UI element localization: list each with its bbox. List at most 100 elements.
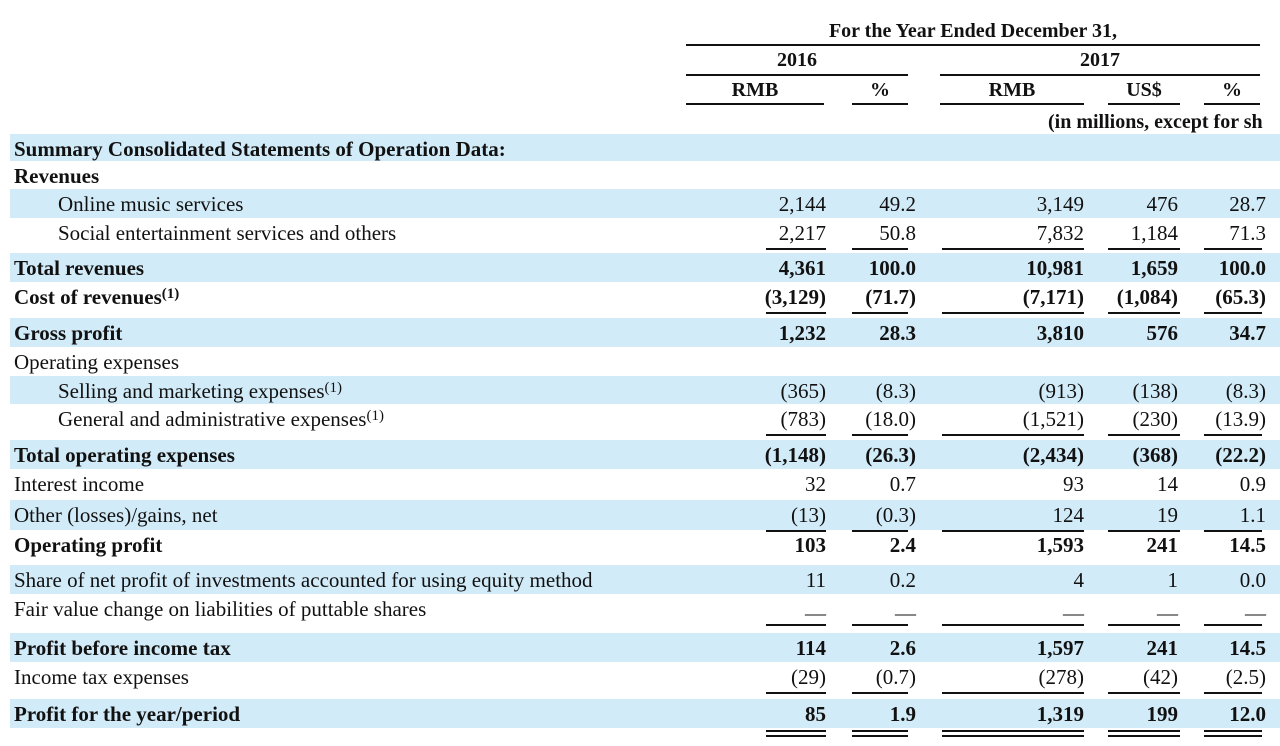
cell-value: 2.4 (889, 533, 916, 557)
cell-value: (138) (1132, 379, 1179, 403)
rule (852, 103, 908, 105)
cell-value: 85 (805, 702, 826, 726)
underline (852, 735, 908, 737)
cell-value: (65.3) (1215, 285, 1266, 309)
cell-value: 124 (1052, 503, 1085, 527)
cell-value: 19 (1157, 503, 1178, 527)
cell-value: (0.7) (875, 665, 916, 689)
underline (766, 730, 826, 732)
underline (942, 312, 1084, 314)
table-row: Revenues (10, 161, 1280, 189)
units-note: (in millions, except for sh (1048, 111, 1263, 133)
cell-value: 93 (1063, 472, 1084, 496)
cell-value: 1 (1167, 568, 1179, 592)
cell-value: (365) (780, 379, 827, 403)
cell-value: (3,129) (764, 285, 826, 309)
underline (1204, 312, 1262, 314)
cell-value: 11 (805, 568, 826, 592)
cell-value: (278) (1038, 665, 1085, 689)
row-label: General and administrative expenses(1) (58, 406, 384, 432)
cell-value: 28.7 (1229, 192, 1266, 216)
row-label: Total revenues (14, 255, 144, 281)
table-row: Cost of revenues(1) (3,129) (71.7) (7,171) (… (10, 282, 1280, 318)
table-row: Fair value change on liabilities of putt… (10, 594, 1280, 633)
unit-header: % (870, 79, 890, 101)
label-text: Total operating expenses (14, 443, 235, 467)
table-row: Total revenues 4,361 100.0 10,981 1,659 100.0 (10, 253, 1280, 282)
cell-value: 1,184 (1130, 221, 1178, 245)
cell-value: 0.9 (1239, 472, 1266, 496)
cell-value: 34.7 (1229, 321, 1266, 345)
cell-value: 50.8 (879, 221, 916, 245)
label-text: Online music services (58, 192, 244, 216)
cell-value: 199 (1146, 702, 1179, 726)
cell-value: 1.1 (1239, 503, 1266, 527)
cell-value: (18.0) (865, 407, 916, 431)
cell-value: 4,361 (778, 256, 826, 280)
underline (1108, 624, 1180, 626)
cell-value: 3,810 (1036, 321, 1084, 345)
unit-header: % (1222, 79, 1242, 101)
cell-value: (783) (780, 407, 827, 431)
cell-value: (8.3) (1225, 379, 1266, 403)
row-label: Cost of revenues(1) (14, 284, 179, 310)
underline (766, 530, 826, 532)
cell-value: 1,597 (1036, 636, 1084, 660)
cell-value: 14.5 (1229, 636, 1266, 660)
cell-value: 10,981 (1026, 256, 1084, 280)
table-row: Summary Consolidated Statements of Opera… (10, 134, 1280, 161)
row-label: Other (losses)/gains, net (14, 502, 218, 528)
underline (852, 530, 908, 532)
underline (1204, 624, 1262, 626)
rule (686, 103, 824, 105)
cell-value: (22.2) (1215, 443, 1266, 467)
underline (1108, 730, 1180, 732)
cell-value: 241 (1146, 533, 1179, 557)
table-row: Gross profit 1,232 28.3 3,810 576 34.7 (10, 318, 1280, 347)
cell-value: 28.3 (879, 321, 916, 345)
underline (852, 692, 908, 694)
row-label: Operating profit (14, 532, 162, 558)
table-row: Interest income 32 0.7 93 14 0.9 (10, 469, 1280, 500)
cell-value: 100.0 (1218, 256, 1266, 280)
cell-value: 2.6 (889, 636, 916, 660)
label-text: Fair value change on liabilities of putt… (14, 597, 427, 621)
underline (1204, 530, 1262, 532)
underline (1108, 530, 1180, 532)
table-row: Profit for the year/period 85 1.9 1,319 199 1… (10, 699, 1280, 737)
row-label: Online music services (58, 191, 243, 217)
cell-value: (1,521) (1022, 407, 1084, 431)
cell-value: 0.0 (1239, 568, 1266, 592)
cell-value: (29) (791, 665, 826, 689)
underline (942, 730, 1084, 732)
label-text: Social entertainment services and others (58, 221, 397, 245)
cell-value: 2,217 (778, 221, 826, 245)
row-label: Summary Consolidated Statements of Opera… (14, 136, 506, 162)
rule (1204, 103, 1260, 105)
cell-value: (368) (1132, 443, 1179, 467)
unit-header: RMB (988, 79, 1036, 101)
underline (1204, 735, 1262, 737)
label-text: Selling and marketing expenses (58, 379, 325, 403)
underline (1204, 248, 1262, 250)
underline (942, 530, 1084, 532)
underline (766, 735, 826, 737)
rule (940, 74, 1260, 76)
cell-value: — (1245, 601, 1266, 625)
label-text: Gross profit (14, 321, 123, 345)
underline (766, 434, 826, 436)
underline (942, 248, 1084, 250)
label-text: Cost of revenues (14, 285, 162, 309)
table-row: Profit before income tax 114 2.6 1,597 241 14… (10, 633, 1280, 662)
table-title: For the Year Ended December 31, (828, 20, 1118, 42)
label-text: Income tax expenses (14, 665, 189, 689)
footnote-ref: (1) (324, 380, 343, 396)
rule (940, 103, 1084, 105)
underline (852, 624, 908, 626)
cell-value: 3,149 (1036, 192, 1084, 216)
cell-value: 100.0 (868, 256, 916, 280)
cell-value: — (1063, 601, 1084, 625)
cell-value: 12.0 (1229, 702, 1266, 726)
cell-value: 1,659 (1130, 256, 1178, 280)
